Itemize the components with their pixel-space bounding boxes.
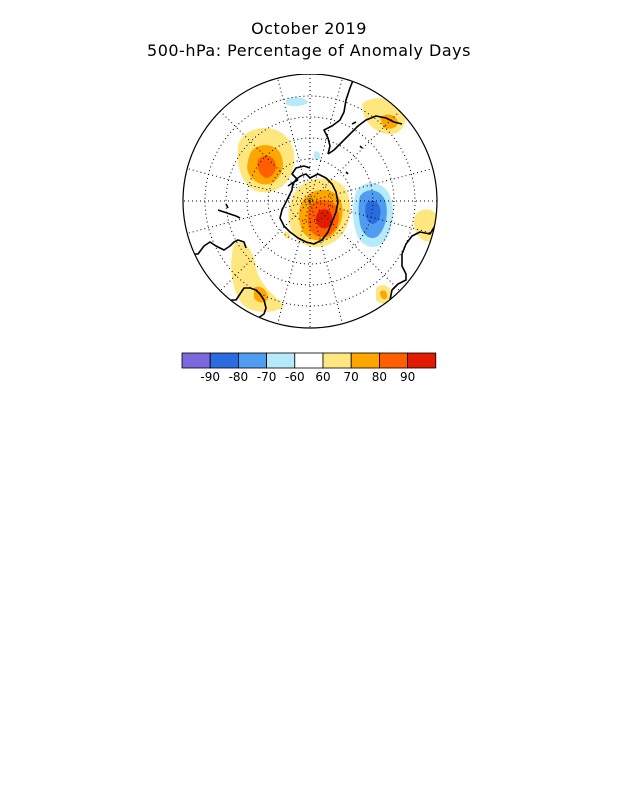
colorbar-swatch [350,352,380,369]
colorbar-swatch [238,352,268,369]
colorbar-labels: -90 -80 -70 -60 60 70 80 90 [200,370,415,382]
colorbar-tick-label: 90 [400,370,415,382]
colorbar-swatch [266,352,296,369]
colorbar-swatch [209,352,239,369]
colorbar: -90 -80 -70 -60 60 70 80 90 [181,352,437,382]
colorbar-tick-label: -60 [285,370,305,382]
colorbar-swatches [181,352,437,369]
colorbar-swatch [407,352,437,369]
colorbar-tick-label: 70 [344,370,359,382]
colorbar-swatch [181,352,211,369]
colorbar-swatch [294,352,324,369]
colorbar-tick-label: 60 [315,370,330,382]
colorbar-tick-label: -90 [200,370,220,382]
colorbar-tick-label: -80 [229,370,249,382]
colorbar-tick-label: 80 [372,370,387,382]
map-title: October 2019 [251,19,367,38]
colorbar-swatch [322,352,352,369]
graticule [183,74,437,328]
map-subtitle: 500-hPa: Percentage of Anomaly Days [147,41,471,60]
polar-map [182,74,438,329]
colorbar-tick-label: -70 [257,370,277,382]
colorbar-swatch [378,352,408,369]
map-boundary [182,74,438,329]
coastlines [183,77,437,319]
